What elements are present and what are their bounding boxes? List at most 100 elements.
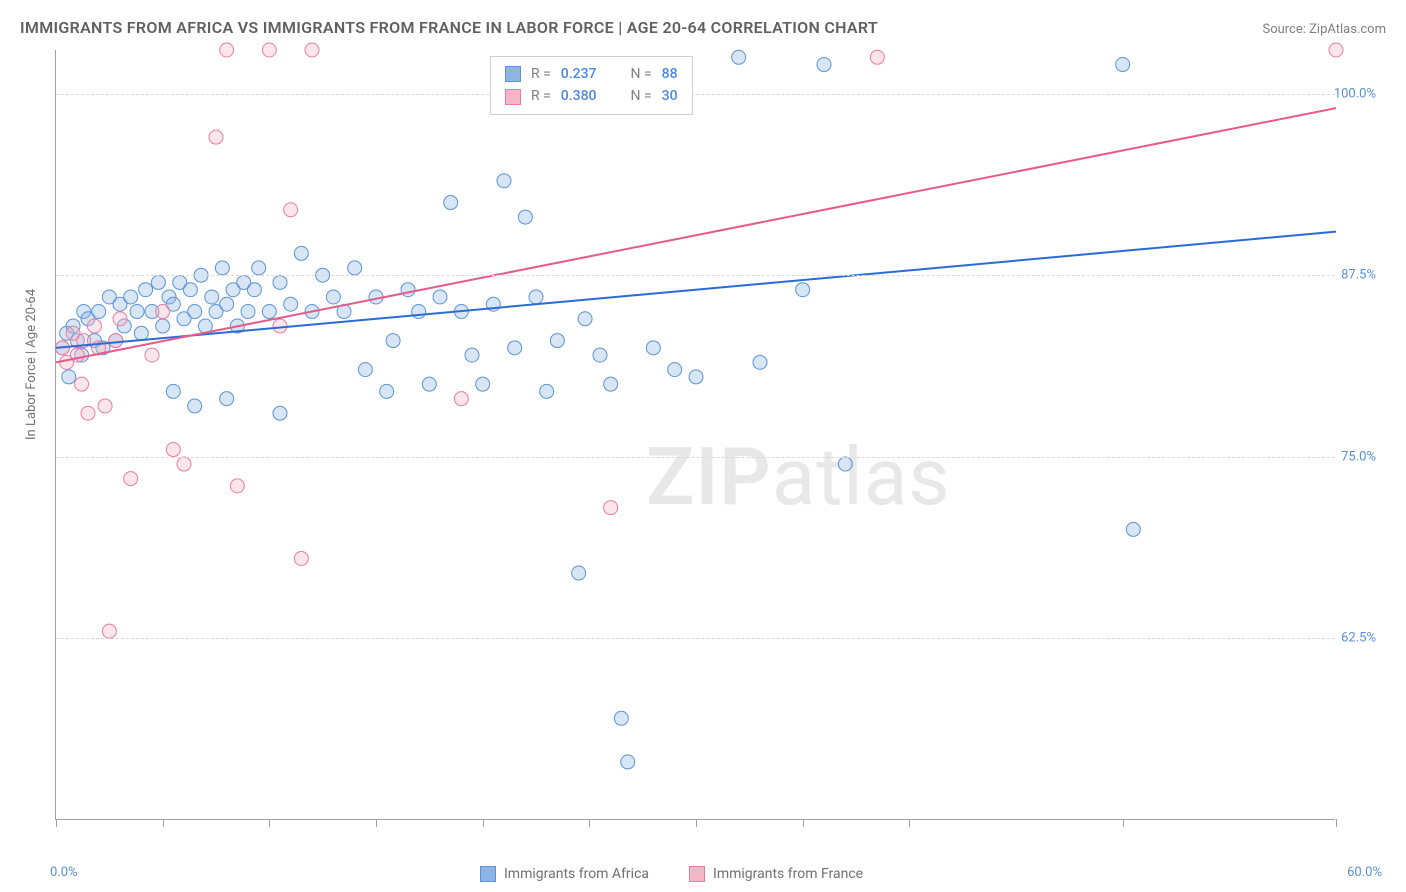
source-link[interactable]: ZipAtlas.com — [1309, 22, 1386, 37]
x-axis-max-label: 60.0% — [1347, 865, 1382, 880]
data-point — [572, 566, 586, 580]
data-point — [220, 297, 234, 311]
x-tick — [909, 819, 910, 827]
data-point — [220, 392, 234, 406]
data-point — [294, 246, 308, 260]
x-tick — [1336, 819, 1337, 827]
data-point — [476, 377, 490, 391]
gridline — [56, 457, 1335, 458]
data-point — [166, 443, 180, 457]
data-point — [604, 501, 618, 515]
data-point — [386, 334, 400, 348]
data-point — [262, 43, 276, 57]
data-point — [151, 275, 165, 289]
scatter-svg — [56, 50, 1335, 819]
data-point — [621, 755, 635, 769]
data-point — [540, 384, 554, 398]
data-point — [294, 551, 308, 565]
data-point — [422, 377, 436, 391]
data-point — [578, 312, 592, 326]
data-point — [247, 283, 261, 297]
data-point — [81, 406, 95, 420]
data-point — [817, 58, 831, 72]
data-point — [145, 348, 159, 362]
data-point — [92, 305, 106, 319]
data-point — [668, 363, 682, 377]
data-point — [209, 130, 223, 144]
data-point — [305, 43, 319, 57]
x-tick — [269, 819, 270, 827]
legend-item: Immigrants from France — [689, 866, 863, 882]
data-point — [252, 261, 266, 275]
data-point — [262, 305, 276, 319]
data-point — [102, 624, 116, 638]
chart-container: IMMIGRANTS FROM AFRICA VS IMMIGRANTS FRO… — [0, 0, 1406, 892]
data-point — [284, 203, 298, 217]
r-value: 0.380 — [561, 85, 597, 107]
legend-label: Immigrants from Africa — [504, 866, 649, 882]
data-point — [62, 370, 76, 384]
data-point — [188, 399, 202, 413]
data-point — [1329, 43, 1343, 57]
data-point — [444, 196, 458, 210]
y-tick-label: 87.5% — [1341, 268, 1376, 283]
data-point — [550, 334, 564, 348]
r-label: R = — [531, 63, 551, 85]
data-point — [273, 275, 287, 289]
data-point — [230, 479, 244, 493]
data-point — [215, 261, 229, 275]
source-attribution: Source: ZipAtlas.com — [1262, 22, 1386, 37]
legend-item: Immigrants from Africa — [480, 866, 649, 882]
trendline — [56, 108, 1336, 362]
data-point — [529, 290, 543, 304]
data-point — [646, 341, 660, 355]
legend-row: R = 0.237 N = 88 — [505, 63, 678, 85]
data-point — [241, 305, 255, 319]
gridline — [56, 94, 1335, 95]
n-label: N = — [631, 63, 652, 85]
x-tick — [696, 819, 697, 827]
data-point — [75, 377, 89, 391]
data-point — [109, 334, 123, 348]
data-point — [183, 283, 197, 297]
data-point — [166, 384, 180, 398]
legend-swatch — [505, 89, 521, 105]
series-legend: Immigrants from Africa Immigrants from Fr… — [480, 866, 863, 882]
legend-row: R = 0.380 N = 30 — [505, 85, 678, 107]
data-point — [220, 43, 234, 57]
n-value: 30 — [662, 85, 678, 107]
chart-title: IMMIGRANTS FROM AFRICA VS IMMIGRANTS FRO… — [20, 18, 878, 37]
x-tick — [589, 819, 590, 827]
data-point — [87, 319, 101, 333]
data-point — [348, 261, 362, 275]
data-point — [614, 711, 628, 725]
data-point — [284, 297, 298, 311]
data-point — [796, 283, 810, 297]
r-label: R = — [531, 85, 551, 107]
n-value: 88 — [662, 63, 678, 85]
data-point — [326, 290, 340, 304]
y-axis-label: In Labor Force | Age 20-64 — [24, 289, 39, 440]
data-point — [205, 290, 219, 304]
legend-swatch — [480, 866, 496, 882]
data-point — [130, 305, 144, 319]
data-point — [124, 472, 138, 486]
r-value: 0.237 — [561, 63, 597, 85]
gridline — [56, 275, 1335, 276]
legend-swatch — [505, 66, 521, 82]
data-point — [134, 326, 148, 340]
data-point — [124, 290, 138, 304]
data-point — [113, 312, 127, 326]
data-point — [401, 283, 415, 297]
data-point — [604, 377, 618, 391]
y-tick-label: 75.0% — [1341, 449, 1376, 464]
data-point — [156, 305, 170, 319]
data-point — [870, 50, 884, 64]
data-point — [508, 341, 522, 355]
data-point — [380, 384, 394, 398]
data-point — [412, 305, 426, 319]
data-point — [358, 363, 372, 377]
n-label: N = — [631, 85, 652, 107]
x-tick — [1123, 819, 1124, 827]
x-tick — [376, 819, 377, 827]
